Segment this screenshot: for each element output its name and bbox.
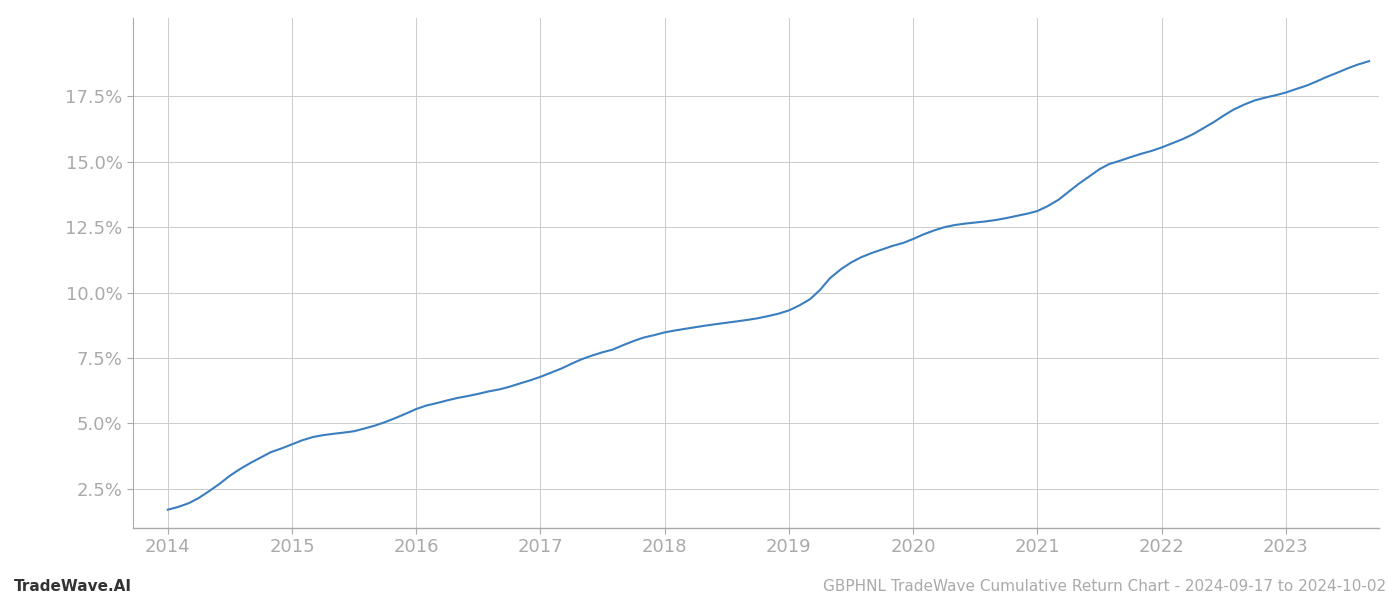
Text: GBPHNL TradeWave Cumulative Return Chart - 2024-09-17 to 2024-10-02: GBPHNL TradeWave Cumulative Return Chart… [823, 579, 1386, 594]
Text: TradeWave.AI: TradeWave.AI [14, 579, 132, 594]
